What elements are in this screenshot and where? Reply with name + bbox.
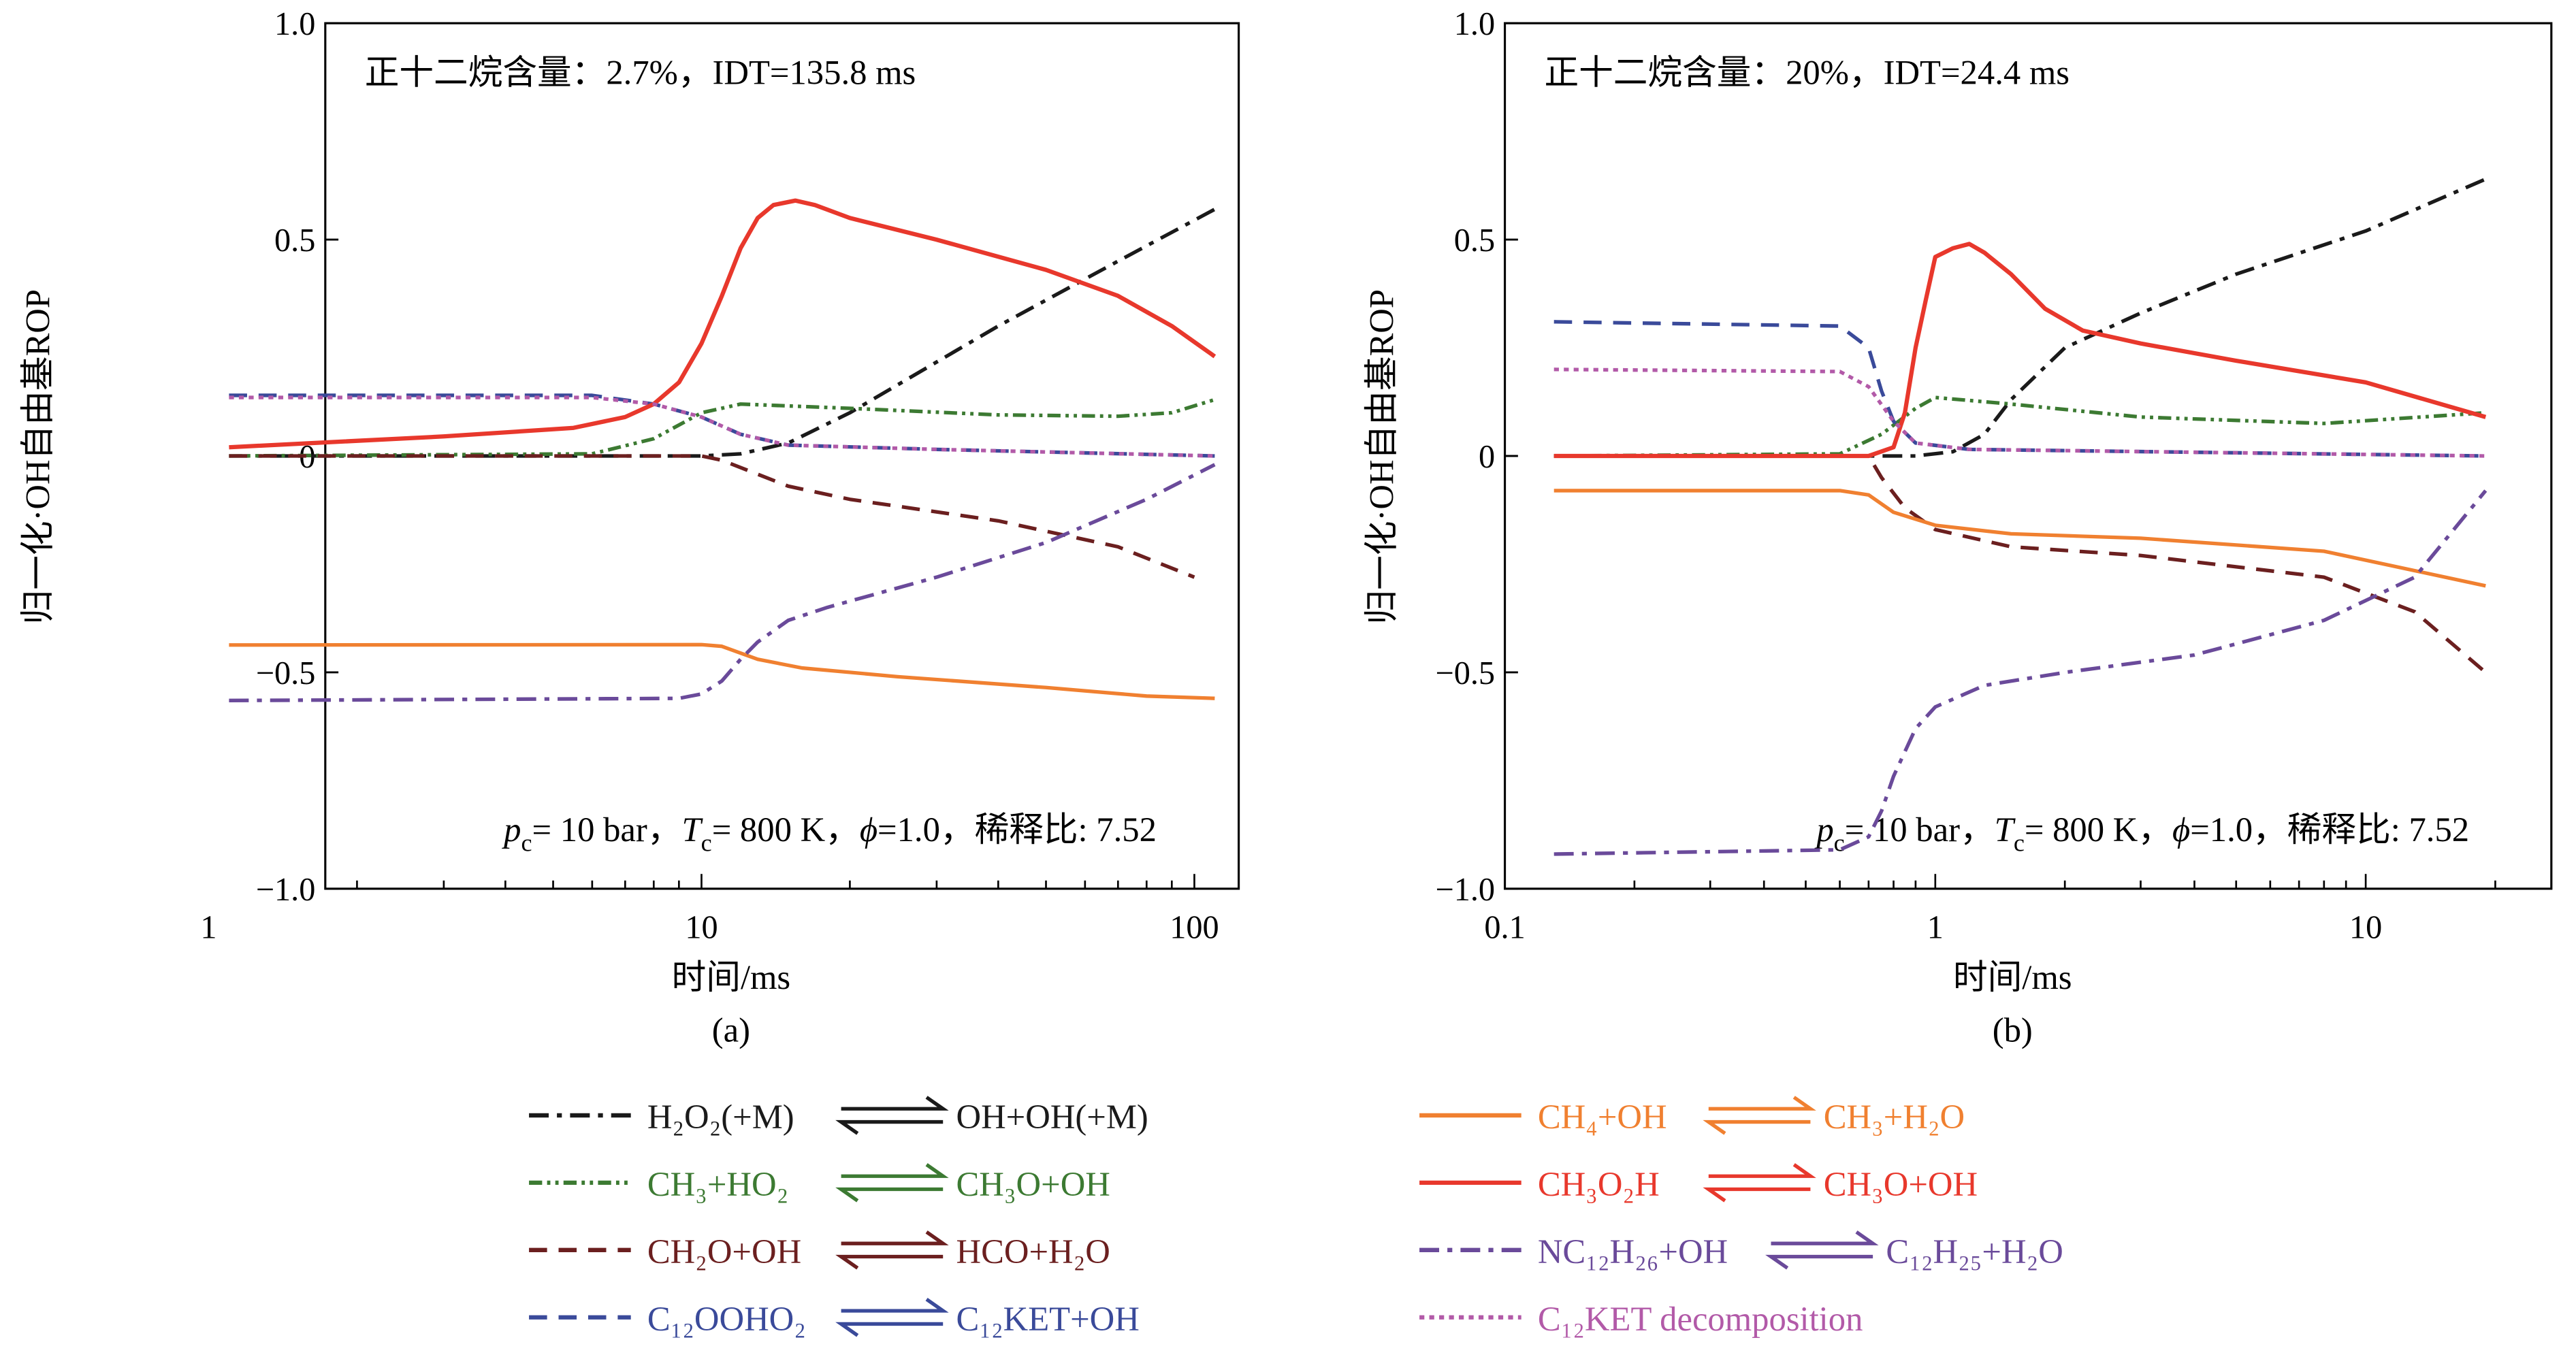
- forward-arrow-icon: [1708, 1096, 1816, 1111]
- conditions-part: c: [521, 829, 532, 856]
- series-line-ch3o2h: [229, 198, 1217, 450]
- series-line-c12oooho2: [229, 393, 1215, 458]
- y-tick-label: 1.0: [1454, 6, 1495, 42]
- legend-label-left: H₂O₂(+M): [647, 1098, 794, 1136]
- legend-label-right: OH+OH(+M): [956, 1098, 1148, 1136]
- conditions-part: ϕ: [2172, 811, 2190, 849]
- x-tick-label: 100: [1170, 909, 1219, 945]
- legend-label-right: C₁₂H₂₅+H₂O: [1886, 1232, 2063, 1271]
- conditions-part: p: [1814, 811, 1833, 849]
- x-tick-label: 1: [200, 909, 216, 945]
- series-line-nc12h26: [229, 463, 1216, 702]
- x-axis-label: 时间/ms: [672, 958, 791, 996]
- y-tick-label: 1.0: [274, 6, 315, 42]
- legend-label-left: CH₃+HO₂: [647, 1165, 788, 1203]
- series-line-c12oooho2: [1553, 320, 2486, 458]
- reverse-arrow-icon: [835, 1254, 944, 1270]
- legend-label-right: C₁₂KET+OH: [956, 1300, 1140, 1338]
- panel-label: (b): [1993, 1011, 2033, 1049]
- reverse-arrow-icon: [835, 1119, 944, 1135]
- legend-label-right: CH₃O+OH: [1824, 1165, 1978, 1203]
- reverse-arrow-icon: [835, 1187, 944, 1203]
- forward-arrow-icon: [841, 1230, 949, 1245]
- x-tick-label: 0.1: [1484, 909, 1525, 945]
- series-line-ch3o2h: [1553, 242, 2487, 459]
- forward-arrow-icon: [1771, 1230, 1879, 1245]
- y-axis-label: 归一化·OH自由基ROP: [18, 289, 57, 625]
- series-line-h2o2: [229, 208, 1216, 458]
- forward-arrow-icon: [841, 1096, 949, 1111]
- content-annotation: 正十二烷含量：20%，IDT=24.4 ms: [1544, 53, 2070, 91]
- x-tick-label: 10: [2349, 909, 2382, 945]
- conditions-part: = 10 bar，: [532, 811, 682, 849]
- reverse-arrow-icon: [1703, 1187, 1811, 1203]
- legend-label-left: C₁₂OOHO₂: [647, 1300, 806, 1338]
- legend: H₂O₂(+M) OH+OH(+M) CH₃+HO₂ CH₃O+OH CH₂O+OH HC…: [529, 1096, 2063, 1338]
- reverse-arrow-icon: [835, 1322, 944, 1337]
- conditions-part: ϕ: [860, 811, 878, 849]
- conditions-part: c: [2014, 829, 2025, 856]
- conditions-part: = 800 K，: [712, 811, 860, 849]
- series-line-ch2ooh: [1553, 454, 2487, 674]
- y-tick-label: 0.5: [274, 223, 315, 259]
- y-tick-label: −0.5: [1436, 655, 1496, 691]
- y-tick-label: −0.5: [256, 655, 316, 691]
- x-axis-label: 时间/ms: [1953, 958, 2072, 996]
- content-annotation: 正十二烷含量：2.7%，IDT=135.8 ms: [365, 53, 916, 91]
- forward-arrow-icon: [841, 1298, 949, 1313]
- series-line-nc12h26: [1553, 489, 2488, 856]
- legend-label-right: CH₃+H₂O: [1824, 1098, 1965, 1136]
- conditions-annotation: pc= 10 bar，Tc= 800 K，ϕ=1.0，稀释比: 7.52: [502, 811, 1157, 856]
- conditions-part: =1.0，: [878, 811, 975, 849]
- series-line-ch4oh: [1553, 489, 2486, 588]
- reverse-arrow-icon: [1765, 1254, 1873, 1270]
- series-line-h2o2: [1553, 177, 2487, 458]
- conditions-part: T: [681, 811, 703, 849]
- series-line-ch3ho2: [229, 397, 1216, 458]
- reverse-arrow-icon: [1703, 1119, 1811, 1135]
- x-tick-label: 10: [685, 909, 718, 945]
- series-line-c12ket: [229, 395, 1215, 458]
- conditions-annotation: pc= 10 bar，Tc= 800 K，ϕ=1.0，稀释比: 7.52: [1814, 811, 2469, 856]
- conditions-part: c: [1834, 829, 1845, 856]
- panel-b: 1.0 0.5 0 −0.5 −1.00.1 1 10 时间/ms (b) 归一化·OH自由基RO…: [1362, 6, 2553, 1049]
- y-tick-label: −1.0: [1436, 872, 1496, 908]
- y-tick-label: 0.5: [1454, 223, 1495, 259]
- legend-label-left: CH₄+OH: [1538, 1098, 1667, 1136]
- legend-label-left: CH₃O₂H: [1538, 1165, 1660, 1203]
- conditions-part: = 800 K，: [2025, 811, 2172, 849]
- y-tick-label: −1.0: [256, 872, 316, 908]
- legend-label-left: C₁₂KET decomposition: [1538, 1300, 1863, 1338]
- series-line-c12ket: [1553, 367, 2486, 458]
- conditions-part: =1.0，: [2190, 811, 2287, 849]
- conditions-part: 稀释比: 7.52: [975, 811, 1157, 849]
- legend-label-right: HCO+H₂O: [956, 1232, 1110, 1271]
- series-line-ch2ooh: [229, 454, 1195, 579]
- legend-label-left: CH₂O+OH: [647, 1232, 801, 1271]
- panel-a: 1.00.50−0.5−1.01 10 100时间/ms(a)归一化·OH自由基RO…: [18, 6, 1240, 1049]
- x-tick-label: 1: [1927, 909, 1944, 945]
- conditions-part: T: [1995, 811, 2016, 849]
- series-line-ch3ho2: [1553, 395, 2486, 458]
- series-line-ch4oh: [229, 642, 1215, 700]
- forward-arrow-icon: [841, 1163, 949, 1178]
- legend-label-right: CH₃O+OH: [956, 1165, 1110, 1203]
- conditions-part: p: [502, 811, 521, 849]
- conditions-part: c: [701, 829, 712, 856]
- y-axis-label: 归一化·OH自由基ROP: [1362, 289, 1400, 625]
- conditions-part: = 10 bar，: [1845, 811, 1995, 849]
- conditions-part: 稀释比: 7.52: [2287, 811, 2469, 849]
- panel-label: (a): [712, 1011, 750, 1049]
- y-tick-label: 0: [1479, 439, 1495, 475]
- legend-label-left: NC₁₂H₂₆+OH: [1538, 1232, 1728, 1271]
- forward-arrow-icon: [1708, 1163, 1816, 1178]
